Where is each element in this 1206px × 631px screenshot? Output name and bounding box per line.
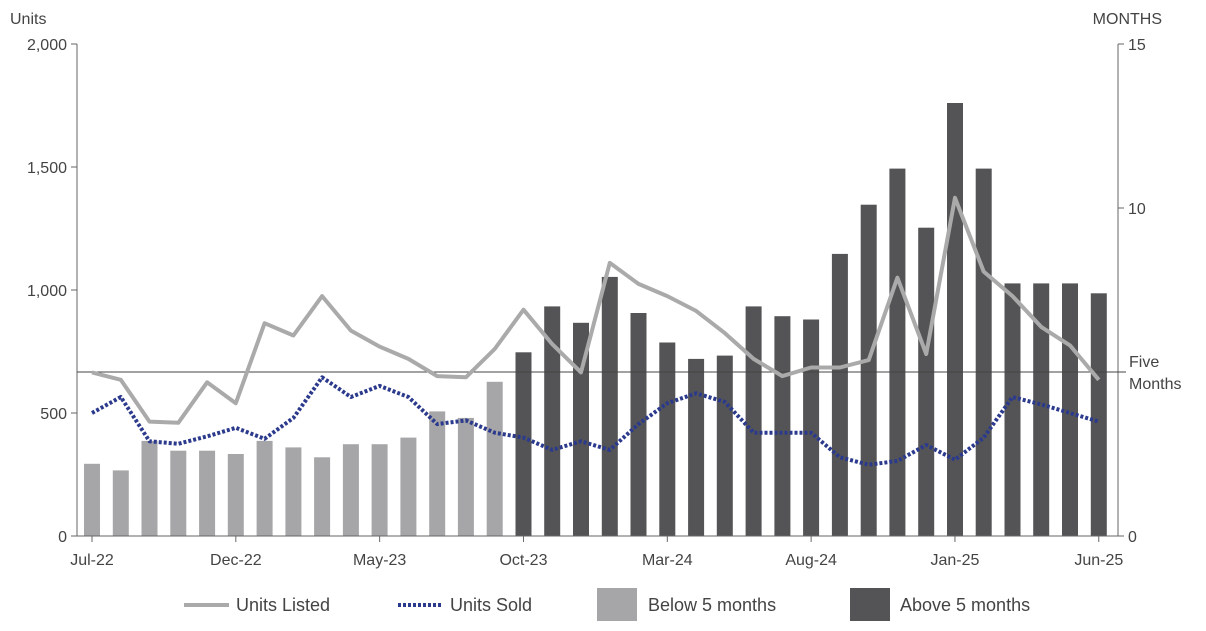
legend-below-5-months-swatch (597, 588, 637, 621)
units-listed-line (91, 195, 1101, 425)
reference-label-line2: Months (1129, 376, 1181, 393)
bar-above-5-months-25 (774, 316, 791, 536)
left-tick-label-1: 0 (58, 529, 67, 546)
bar-above-5-months-22 (688, 358, 705, 536)
bar-below-5-months-7 (256, 440, 273, 536)
x-tick-label-7: Jan-25 (930, 552, 979, 569)
legend-units-listed-label: Units Listed (236, 595, 330, 615)
line-layer (91, 195, 1101, 467)
bar-above-5-months-16 (515, 352, 532, 536)
bar-below-5-months-9 (314, 457, 331, 536)
bar-below-5-months-1 (84, 463, 100, 536)
bar-above-5-months-35 (1062, 283, 1078, 536)
bar-above-5-months-17 (544, 306, 561, 536)
right-tick-label-4: 15 (1128, 37, 1146, 54)
units-sold-line (91, 375, 1100, 467)
bar-below-5-months-2 (112, 470, 129, 536)
bar-above-5-months-34 (1033, 283, 1050, 536)
reference-layer: Five Months (77, 354, 1181, 393)
reference-label-line1: Five (1129, 354, 1159, 371)
bar-above-5-months-24 (745, 306, 762, 536)
bar-above-5-months-23 (716, 355, 733, 536)
bar-below-5-months-5 (199, 450, 216, 536)
axes-layer: 0 500 1,000 1,500 2,000 0 10 15 Jul-22 Dec-22 May-… (27, 37, 1146, 569)
bar-above-5-months-30 (918, 227, 935, 536)
x-tick-label-8: Jun-25 (1074, 552, 1123, 569)
left-tick-label-3: 1,000 (27, 283, 67, 300)
legend-above-5-months-swatch (850, 588, 890, 621)
x-tick-label-3: May-23 (353, 552, 406, 569)
bar-below-5-months-11 (371, 444, 388, 536)
bar-above-5-months-18 (573, 322, 589, 536)
x-tick-label-2: Dec-22 (210, 552, 262, 569)
bar-above-5-months-29 (889, 168, 906, 536)
bar-below-5-months-15 (486, 381, 503, 536)
bar-below-5-months-6 (227, 454, 244, 536)
x-tick-label-4: Oct-23 (499, 552, 547, 569)
bar-below-5-months-10 (342, 444, 359, 536)
left-tick-label-4: 1,500 (27, 160, 67, 177)
x-tick-label-6: Aug-24 (785, 552, 837, 569)
bar-above-5-months-21 (659, 342, 676, 536)
left-tick-label-2: 500 (40, 406, 67, 423)
left-tick-label-5: 2,000 (27, 37, 67, 54)
bar-above-5-months-27 (831, 253, 848, 536)
x-tick-label-1: Jul-22 (70, 552, 114, 569)
bar-below-5-months-8 (285, 447, 302, 536)
bar-above-5-months-31 (947, 103, 963, 536)
x-tick-label-5: Mar-24 (642, 552, 693, 569)
bar-above-5-months-28 (860, 204, 877, 536)
bar-above-5-months-36 (1090, 293, 1107, 536)
bar-above-5-months-19 (601, 276, 618, 536)
bar-below-5-months-3 (141, 440, 158, 536)
bar-below-5-months-13 (429, 411, 446, 536)
bar-above-5-months-32 (975, 168, 992, 536)
right-tick-label-1: 0 (1128, 529, 1137, 546)
left-axis-title: Units (10, 11, 46, 28)
bar-below-5-months-4 (170, 450, 187, 536)
bar-below-5-months-12 (400, 437, 417, 536)
legend: Units Listed Units Sold Below 5 months A… (184, 588, 1030, 621)
bar-below-5-months-14 (457, 417, 474, 536)
bar-above-5-months-26 (803, 319, 820, 536)
legend-above-5-months-label: Above 5 months (900, 595, 1030, 615)
right-tick-label-3: 10 (1128, 201, 1146, 218)
right-axis-title: MONTHS (1093, 11, 1162, 28)
bar-above-5-months-33 (1004, 283, 1021, 536)
legend-below-5-months-label: Below 5 months (648, 595, 776, 615)
legend-units-sold-label: Units Sold (450, 595, 532, 615)
